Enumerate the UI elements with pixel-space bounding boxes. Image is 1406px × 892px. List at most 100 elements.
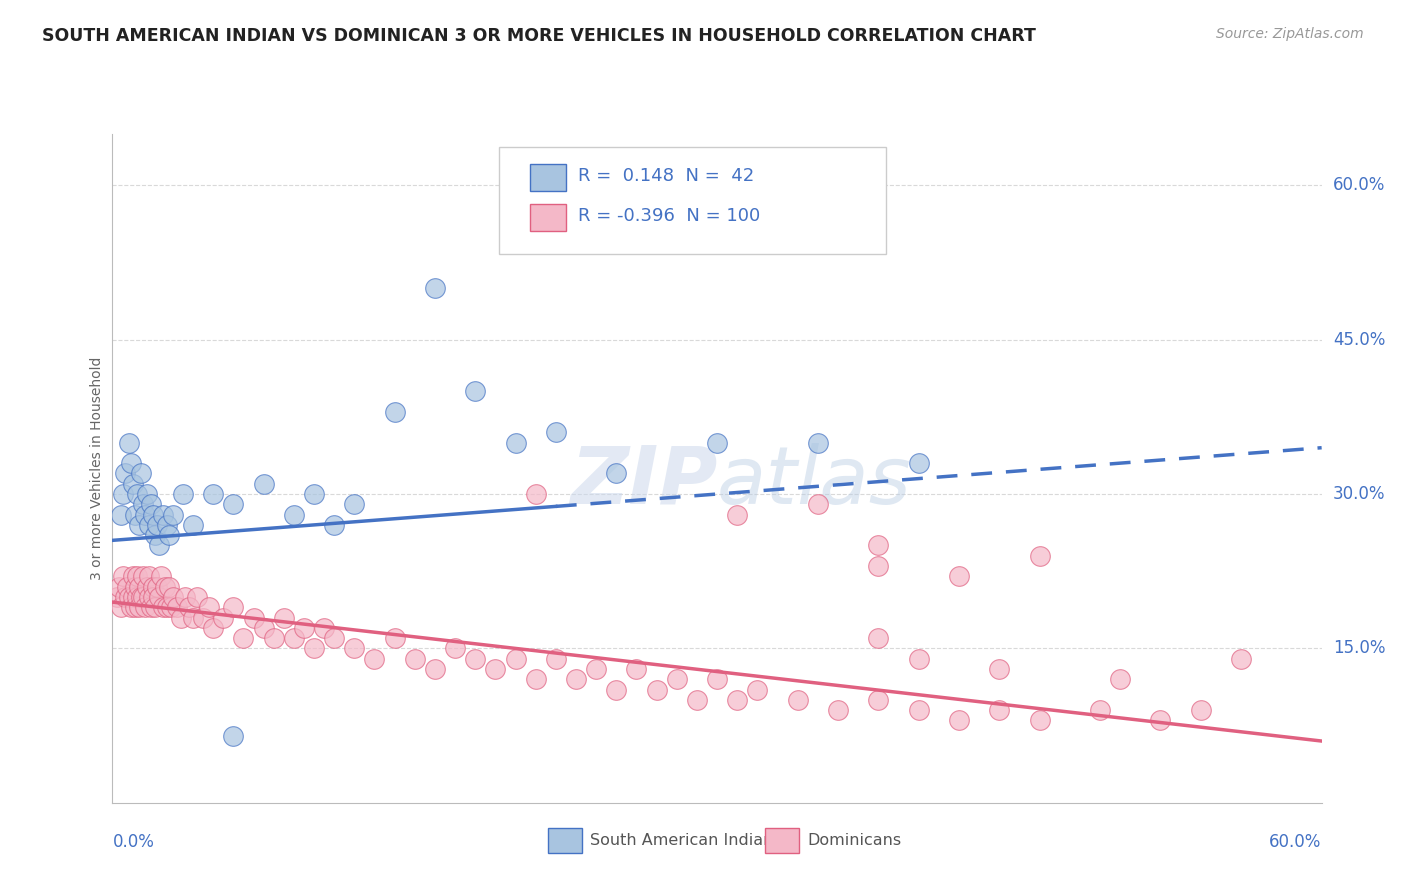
Point (128, 580, 150, 594)
Point (868, 693, 890, 707)
Point (505, 435, 527, 450)
Text: 60.0%: 60.0% (1333, 177, 1385, 194)
Bar (530, 164, 565, 191)
Point (135, 487, 157, 501)
Point (222, 600, 245, 615)
Point (170, 610, 193, 624)
Point (125, 590, 148, 604)
Point (464, 384, 486, 398)
Point (132, 497, 155, 511)
Point (146, 517, 169, 532)
Point (143, 600, 166, 615)
Point (242, 610, 264, 624)
Point (142, 508, 165, 522)
Point (232, 631, 254, 645)
Point (115, 580, 138, 594)
Point (134, 600, 156, 615)
Point (263, 631, 285, 645)
Point (524, 487, 547, 501)
Point (222, 497, 245, 511)
Bar (530, 204, 565, 231)
Point (988, 662, 1011, 676)
Point (142, 590, 165, 604)
Text: 45.0%: 45.0% (1333, 331, 1385, 349)
Point (725, 508, 748, 522)
Point (124, 580, 146, 594)
Point (404, 651, 426, 665)
Point (120, 600, 142, 615)
Text: Source: ZipAtlas.com: Source: ZipAtlas.com (1216, 27, 1364, 41)
Point (153, 580, 176, 594)
Point (786, 693, 808, 707)
Point (645, 682, 668, 697)
Point (283, 508, 305, 522)
Point (143, 528, 166, 542)
Point (117, 435, 139, 450)
Point (125, 569, 148, 583)
Point (585, 662, 607, 676)
Point (157, 580, 180, 594)
Point (142, 580, 165, 594)
Text: Dominicans: Dominicans (807, 833, 901, 847)
Point (1088, 703, 1111, 717)
Point (605, 467, 627, 481)
Point (121, 476, 143, 491)
Point (363, 651, 385, 665)
Point (128, 600, 150, 615)
Point (111, 487, 134, 501)
Point (807, 497, 830, 511)
Point (212, 610, 235, 624)
Point (166, 600, 188, 615)
Point (191, 610, 214, 624)
Point (202, 487, 225, 501)
Point (544, 651, 567, 665)
Point (706, 435, 728, 450)
Point (172, 487, 194, 501)
Point (484, 662, 506, 676)
Point (128, 517, 150, 532)
Bar (548, 828, 582, 853)
Point (124, 508, 146, 522)
Y-axis label: 3 or more Vehicles in Household: 3 or more Vehicles in Household (90, 357, 104, 580)
Point (665, 673, 688, 687)
Point (988, 703, 1011, 717)
Point (807, 435, 830, 450)
Point (725, 693, 748, 707)
Point (868, 539, 890, 553)
Text: ZIP: ZIP (569, 442, 717, 521)
Point (138, 590, 160, 604)
Point (120, 456, 142, 470)
Point (129, 590, 152, 604)
Point (138, 517, 160, 532)
Point (132, 569, 155, 583)
Point (132, 590, 155, 604)
Point (1028, 549, 1050, 563)
Text: 15.0%: 15.0% (1333, 640, 1385, 657)
Text: R =  0.148  N =  42: R = 0.148 N = 42 (578, 167, 754, 185)
Point (1230, 651, 1253, 665)
Text: South American Indians: South American Indians (591, 833, 782, 847)
Point (177, 600, 200, 615)
Point (146, 580, 169, 594)
Point (706, 673, 728, 687)
Point (948, 714, 970, 728)
Point (157, 528, 180, 542)
Point (124, 600, 146, 615)
Point (111, 569, 134, 583)
Point (605, 682, 627, 697)
Text: SOUTH AMERICAN INDIAN VS DOMINICAN 3 OR MORE VEHICLES IN HOUSEHOLD CORRELATION C: SOUTH AMERICAN INDIAN VS DOMINICAN 3 OR … (42, 27, 1036, 45)
Point (121, 569, 143, 583)
Point (117, 590, 139, 604)
Point (114, 590, 136, 604)
Point (384, 405, 406, 419)
Point (107, 580, 129, 594)
Point (148, 590, 170, 604)
Point (1109, 673, 1132, 687)
Point (273, 610, 295, 624)
Point (747, 682, 769, 697)
Point (160, 600, 183, 615)
Point (129, 467, 152, 481)
Point (174, 590, 197, 604)
Point (222, 729, 245, 743)
Point (110, 600, 132, 615)
